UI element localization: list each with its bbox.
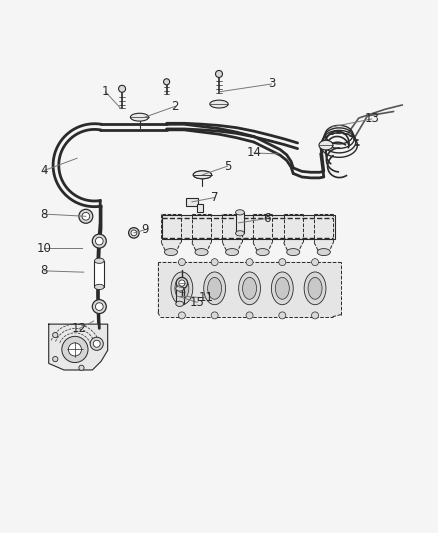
Circle shape bbox=[62, 336, 88, 362]
Text: 14: 14 bbox=[247, 147, 261, 159]
Ellipse shape bbox=[272, 272, 293, 305]
Ellipse shape bbox=[208, 277, 222, 299]
Text: 4: 4 bbox=[41, 164, 48, 177]
Ellipse shape bbox=[239, 272, 261, 305]
Ellipse shape bbox=[176, 286, 184, 291]
Circle shape bbox=[211, 259, 218, 265]
Ellipse shape bbox=[195, 248, 208, 256]
Circle shape bbox=[179, 280, 185, 286]
Polygon shape bbox=[253, 214, 272, 253]
Ellipse shape bbox=[193, 171, 212, 179]
Bar bbox=[95, 261, 104, 287]
Text: 6: 6 bbox=[263, 212, 271, 225]
Bar bbox=[176, 288, 184, 304]
Circle shape bbox=[53, 333, 58, 338]
Bar bbox=[162, 215, 335, 239]
Polygon shape bbox=[158, 262, 341, 317]
Circle shape bbox=[92, 234, 106, 248]
Ellipse shape bbox=[236, 210, 244, 215]
Ellipse shape bbox=[204, 272, 226, 305]
Text: 11: 11 bbox=[198, 292, 213, 304]
Text: 8: 8 bbox=[41, 264, 48, 277]
Polygon shape bbox=[314, 214, 333, 253]
Ellipse shape bbox=[95, 284, 104, 289]
Bar bbox=[197, 204, 203, 212]
Polygon shape bbox=[223, 214, 242, 253]
Text: 1: 1 bbox=[102, 85, 109, 99]
Circle shape bbox=[129, 228, 139, 238]
Ellipse shape bbox=[176, 301, 184, 306]
Polygon shape bbox=[192, 214, 211, 253]
Ellipse shape bbox=[193, 171, 212, 179]
Polygon shape bbox=[161, 214, 180, 253]
Circle shape bbox=[215, 70, 223, 77]
Circle shape bbox=[163, 79, 170, 85]
Text: 13: 13 bbox=[364, 112, 379, 125]
Circle shape bbox=[90, 337, 103, 350]
Circle shape bbox=[311, 312, 318, 319]
Text: 10: 10 bbox=[37, 241, 52, 255]
Ellipse shape bbox=[256, 248, 269, 256]
Text: 8: 8 bbox=[41, 208, 48, 221]
Circle shape bbox=[131, 230, 137, 236]
Circle shape bbox=[176, 277, 187, 289]
Ellipse shape bbox=[276, 277, 289, 299]
Text: 7: 7 bbox=[211, 191, 219, 204]
Circle shape bbox=[95, 237, 103, 245]
Ellipse shape bbox=[175, 277, 189, 299]
Circle shape bbox=[53, 357, 58, 362]
Circle shape bbox=[211, 312, 218, 319]
Polygon shape bbox=[49, 324, 108, 370]
Ellipse shape bbox=[210, 100, 228, 108]
Circle shape bbox=[79, 365, 84, 370]
Bar bbox=[186, 198, 198, 206]
Ellipse shape bbox=[304, 272, 326, 305]
Circle shape bbox=[246, 259, 253, 265]
Ellipse shape bbox=[171, 272, 193, 305]
Circle shape bbox=[92, 300, 106, 313]
Ellipse shape bbox=[317, 248, 330, 256]
Circle shape bbox=[311, 259, 318, 265]
Text: 5: 5 bbox=[224, 159, 231, 173]
Circle shape bbox=[246, 312, 253, 319]
Circle shape bbox=[279, 259, 286, 265]
Circle shape bbox=[178, 312, 185, 319]
Circle shape bbox=[82, 213, 90, 220]
Circle shape bbox=[93, 340, 100, 348]
Ellipse shape bbox=[243, 277, 257, 299]
Ellipse shape bbox=[236, 231, 244, 236]
Ellipse shape bbox=[319, 140, 333, 150]
Circle shape bbox=[178, 259, 185, 265]
Circle shape bbox=[79, 209, 93, 223]
Ellipse shape bbox=[131, 113, 149, 121]
Ellipse shape bbox=[287, 248, 300, 256]
Bar bbox=[236, 212, 244, 233]
Text: 15: 15 bbox=[190, 296, 205, 309]
Ellipse shape bbox=[308, 277, 322, 299]
Text: 2: 2 bbox=[172, 100, 179, 113]
Text: 9: 9 bbox=[141, 223, 148, 236]
Circle shape bbox=[68, 343, 81, 356]
Ellipse shape bbox=[164, 248, 177, 256]
Polygon shape bbox=[284, 214, 303, 253]
Circle shape bbox=[119, 85, 126, 92]
Circle shape bbox=[95, 303, 103, 310]
Ellipse shape bbox=[226, 248, 239, 256]
Text: 12: 12 bbox=[72, 322, 87, 335]
Circle shape bbox=[279, 312, 286, 319]
Ellipse shape bbox=[95, 258, 104, 263]
Text: 3: 3 bbox=[268, 77, 275, 91]
